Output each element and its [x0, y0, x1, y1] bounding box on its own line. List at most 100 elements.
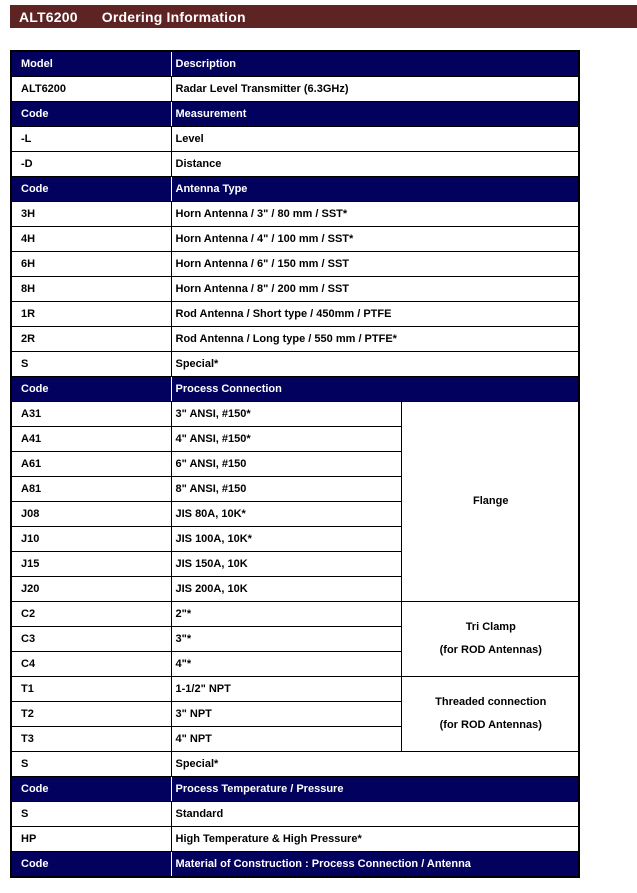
section-header-title-cell: Antenna Type [170, 176, 580, 202]
description-cell: 4" ANSI, #150* [170, 426, 402, 452]
code-cell: 2R [10, 326, 172, 352]
section-header-title-cell: Process Temperature / Pressure [170, 776, 580, 802]
section-header-code-cell: Model [10, 50, 172, 77]
code-cell: HP [10, 826, 172, 852]
section-header-row: Code Antenna Type [10, 176, 580, 202]
section-header-title-cell: Process Connection [170, 376, 580, 402]
description-cell: Rod Antenna / Short type / 450mm / PTFE [170, 301, 580, 327]
ordering-information-table: Model Description ALT6200 Radar Level Trans… [10, 50, 581, 878]
table-row: C3 3"* [10, 626, 579, 652]
description-cell: Special* [170, 751, 580, 777]
code-cell: J15 [10, 551, 172, 577]
table-row: T1 1-1/2" NPT Threaded connection (for ROD … [10, 676, 580, 752]
code-cell: 4H [10, 226, 172, 252]
group-label-line: Threaded connection [435, 696, 547, 708]
code-cell: S [10, 351, 172, 377]
section-header-row: Code Process Temperature / Pressure [10, 776, 580, 802]
code-cell: C2 [10, 601, 172, 627]
description-cell: Distance [170, 151, 580, 177]
table-row: -L Level [10, 126, 580, 152]
code-cell: J10 [10, 526, 172, 552]
group-label-cell: Threaded connection (for ROD Antennas) [400, 676, 580, 752]
table-row: C2 2"* Tri Clamp (for ROD Antennas) [10, 601, 580, 677]
description-cell: High Temperature & High Pressure* [170, 826, 580, 852]
group-label-line: Flange [473, 495, 509, 507]
table-row: 4H Horn Antenna / 4" / 100 mm / SST* [10, 226, 580, 252]
table-row: S Standard [10, 801, 580, 827]
section-header-row: Code Process Connection [10, 376, 580, 402]
section-header-row: Code Material of Construction : Process C… [10, 851, 580, 878]
description-cell: Standard [170, 801, 580, 827]
group-label-line: Tri Clamp [465, 621, 516, 633]
table-row: J08 JIS 80A, 10K* [10, 501, 579, 527]
description-cell: 3" ANSI, #150* [170, 401, 402, 427]
description-cell: 8" ANSI, #150 [170, 476, 402, 502]
section-header-code-cell: Code [10, 176, 172, 202]
code-cell: J08 [10, 501, 172, 527]
table-row: 3H Horn Antenna / 3" / 80 mm / SST* [10, 201, 580, 227]
code-cell: ALT6200 [10, 76, 172, 102]
group-label-line: (for ROD Antennas) [439, 719, 542, 731]
code-cell: C3 [10, 626, 172, 652]
table-row: 8H Horn Antenna / 8" / 200 mm / SST [10, 276, 580, 302]
description-cell: Rod Antenna / Long type / 550 mm / PTFE* [170, 326, 580, 352]
code-cell: -D [10, 151, 172, 177]
table-row: -D Distance [10, 151, 580, 177]
description-cell: Horn Antenna / 6" / 150 mm / SST [170, 251, 580, 277]
table-row: 1R Rod Antenna / Short type / 450mm / PTF… [10, 301, 580, 327]
description-cell: JIS 80A, 10K* [170, 501, 402, 527]
code-cell: C4 [10, 651, 172, 677]
code-cell: 1R [10, 301, 172, 327]
code-cell: -L [10, 126, 172, 152]
section-header-row: Code Measurement [10, 101, 580, 127]
code-cell: 3H [10, 201, 172, 227]
section-header-code-cell: Code [10, 776, 172, 802]
table-row: J20 JIS 200A, 10K [10, 576, 579, 602]
page-title: Ordering Information [101, 8, 246, 25]
code-cell: A81 [10, 476, 172, 502]
code-cell: 6H [10, 251, 172, 277]
table-row: A41 4" ANSI, #150* [10, 426, 579, 452]
description-cell: 2"* [170, 601, 402, 627]
group-label-cell: Flange [400, 401, 580, 602]
code-cell: A31 [10, 401, 172, 427]
description-cell: 3" NPT [170, 701, 402, 727]
table-row: A81 8" ANSI, #150 [10, 476, 579, 502]
code-cell: J20 [10, 576, 172, 602]
group-label-cell: Tri Clamp (for ROD Antennas) [400, 601, 580, 677]
code-cell: S [10, 751, 172, 777]
code-cell: A41 [10, 426, 172, 452]
code-cell: 8H [10, 276, 172, 302]
section-header-title-cell: Material of Construction : Process Conne… [170, 851, 580, 878]
description-cell: Horn Antenna / 8" / 200 mm / SST [170, 276, 580, 302]
code-cell: A61 [10, 451, 172, 477]
table-row: 2R Rod Antenna / Long type / 550 mm / PTF… [10, 326, 580, 352]
section-header-code-cell: Code [10, 851, 172, 878]
product-model: ALT6200 [19, 8, 78, 25]
section-header-code-cell: Code [10, 101, 172, 127]
description-cell: 3"* [170, 626, 402, 652]
description-cell: Radar Level Transmitter (6.3GHz) [170, 76, 580, 102]
table-row: HP High Temperature & High Pressure* [10, 826, 580, 852]
description-cell: 4"* [170, 651, 402, 677]
description-cell: Horn Antenna / 3" / 80 mm / SST* [170, 201, 580, 227]
table-row: A31 3" ANSI, #150* Flange [10, 401, 580, 602]
table-row: T2 3" NPT [10, 701, 579, 727]
group-label-line: (for ROD Antennas) [439, 644, 542, 656]
table-row: ALT6200 Radar Level Transmitter (6.3GHz) [10, 76, 580, 102]
description-cell: JIS 100A, 10K* [170, 526, 402, 552]
table-row: S Special* [10, 351, 580, 377]
description-cell: 6" ANSI, #150 [170, 451, 402, 477]
table-row: 6H Horn Antenna / 6" / 150 mm / SST [10, 251, 580, 277]
table-row: S Special* [10, 751, 580, 777]
section-header-row: Model Description [10, 50, 580, 77]
section-header-title-cell: Measurement [170, 101, 580, 127]
description-cell: 4" NPT [170, 726, 402, 752]
description-cell: 1-1/2" NPT [170, 676, 402, 702]
table-row: J15 JIS 150A, 10K [10, 551, 579, 577]
section-header-title-cell: Description [170, 50, 580, 77]
section-header-code-cell: Code [10, 376, 172, 402]
description-cell: JIS 200A, 10K [170, 576, 402, 602]
code-cell: T1 [10, 676, 172, 702]
code-cell: T3 [10, 726, 172, 752]
